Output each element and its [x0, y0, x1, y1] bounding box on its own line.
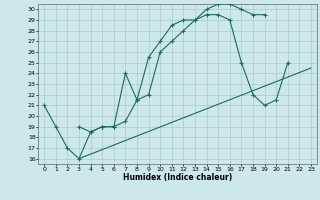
X-axis label: Humidex (Indice chaleur): Humidex (Indice chaleur) — [123, 173, 232, 182]
